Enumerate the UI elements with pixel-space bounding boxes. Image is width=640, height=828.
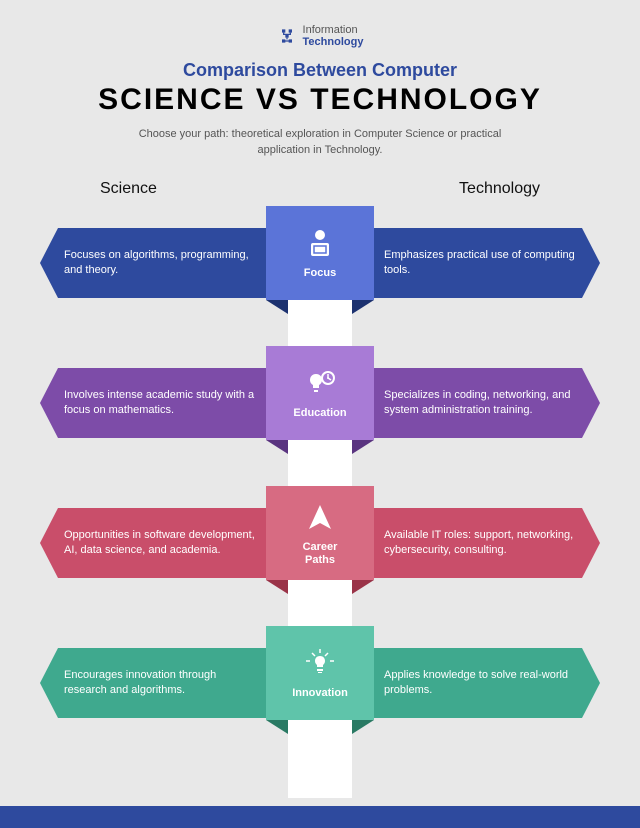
header: Information Technology Comparison Betwee… xyxy=(0,0,640,170)
fold-right xyxy=(352,440,374,454)
badge: Focus xyxy=(266,206,374,300)
education-icon xyxy=(302,365,338,403)
comparison-rows: Focuses on algorithms, programming, and … xyxy=(0,206,640,750)
fold-left xyxy=(266,300,288,314)
footer-bar xyxy=(0,806,640,828)
badge: Innovation xyxy=(266,626,374,720)
arrow-left: Involves intense academic study with a f… xyxy=(40,368,296,438)
badge: CareerPaths xyxy=(266,486,374,580)
column-left: Science xyxy=(100,180,157,198)
arrow-left: Opportunities in software development, A… xyxy=(40,508,296,578)
focus-icon xyxy=(302,225,338,263)
fold-left xyxy=(266,720,288,734)
arrow-right: Applies knowledge to solve real-world pr… xyxy=(344,648,600,718)
title-line2: SCIENCE VS TECHNOLOGY xyxy=(50,83,590,117)
column-right: Technology xyxy=(459,180,540,198)
badge-label: CareerPaths xyxy=(303,541,338,567)
fold-right xyxy=(352,580,374,594)
fold-left xyxy=(266,580,288,594)
badge-label: Education xyxy=(293,407,346,420)
arrow-left: Focuses on algorithms, programming, and … xyxy=(40,228,296,298)
career-icon xyxy=(303,499,337,537)
arrow-right: Available IT roles: support, networking,… xyxy=(344,508,600,578)
fold-right xyxy=(352,720,374,734)
column-headers: Science Technology xyxy=(0,170,640,206)
arrow-left: Encourages innovation through research a… xyxy=(40,648,296,718)
badge-label: Focus xyxy=(304,267,336,280)
title-line1: Comparison Between Computer xyxy=(50,60,590,81)
subtitle: Choose your path: theoretical exploratio… xyxy=(120,127,520,158)
row-3: Encourages innovation through research a… xyxy=(40,626,600,750)
arrow-right: Emphasizes practical use of computing to… xyxy=(344,228,600,298)
row-0: Focuses on algorithms, programming, and … xyxy=(40,206,600,330)
row-1: Involves intense academic study with a f… xyxy=(40,346,600,470)
logo-line2: Technology xyxy=(303,36,364,48)
arrow-right: Specializes in coding, networking, and s… xyxy=(344,368,600,438)
logo-icon xyxy=(277,26,297,46)
logo: Information Technology xyxy=(50,24,590,48)
row-2: Opportunities in software development, A… xyxy=(40,486,600,610)
innovation-icon xyxy=(302,645,338,683)
logo-line1: Information xyxy=(303,24,364,36)
fold-left xyxy=(266,440,288,454)
badge: Education xyxy=(266,346,374,440)
badge-label: Innovation xyxy=(292,687,348,700)
fold-right xyxy=(352,300,374,314)
